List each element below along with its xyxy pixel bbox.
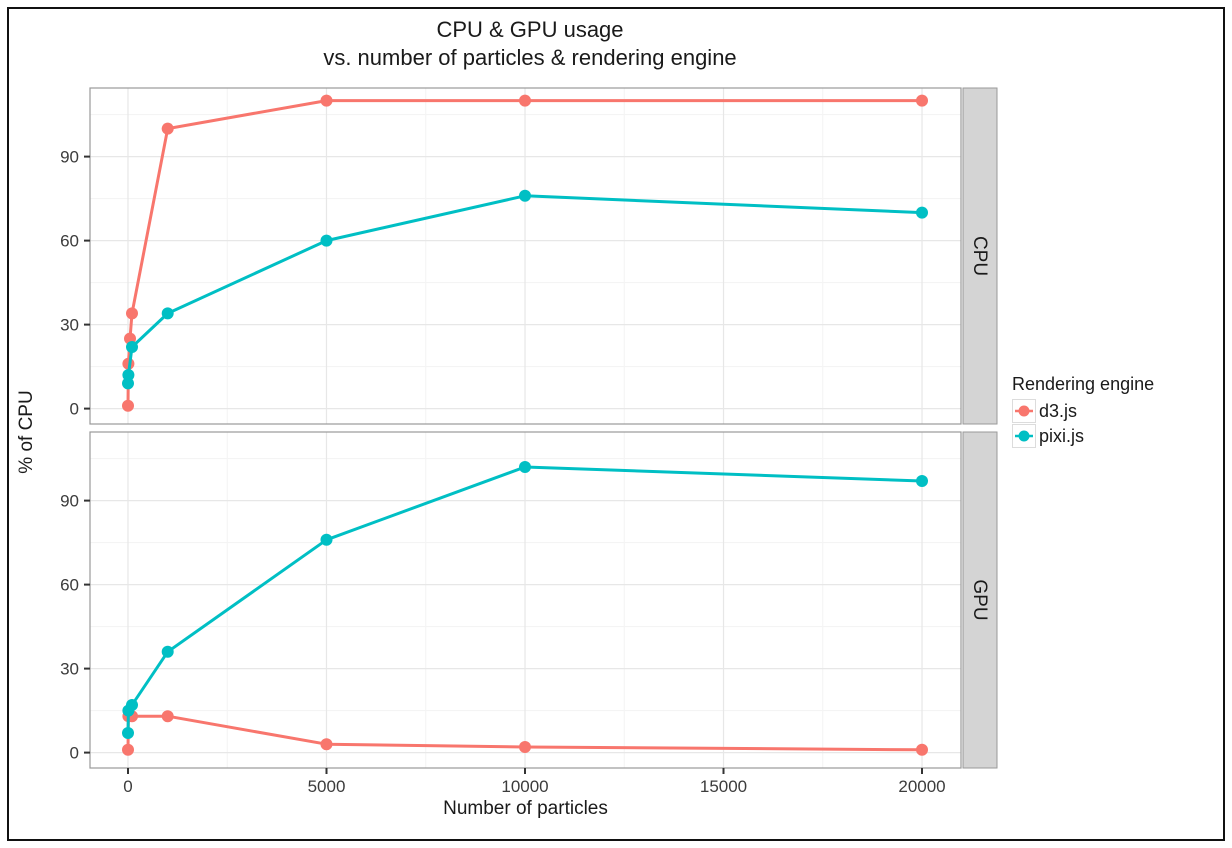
data-point-pixi.js <box>320 533 333 546</box>
legend: Rendering engine d3.js pixi.js <box>1012 374 1154 449</box>
data-point-pixi.js <box>916 475 928 487</box>
chart-title-line2: vs. number of particles & rendering engi… <box>323 45 737 70</box>
data-point-d3.js <box>126 307 138 320</box>
facet-strip-label-CPU: CPU <box>969 236 990 276</box>
facet-strip-GPU <box>962 431 998 769</box>
x-tick-label: 10000 <box>501 777 548 796</box>
data-point-d3.js <box>161 122 174 135</box>
x-tick-label: 0 <box>123 777 132 796</box>
data-point-pixi.js <box>519 461 531 473</box>
y-tick-label: 60 <box>60 232 79 251</box>
facet-GPU: 0 30 60 90 GPU <box>60 431 998 769</box>
data-point-pixi.js <box>161 307 174 320</box>
data-point-d3.js <box>122 399 134 412</box>
data-point-pixi.js <box>161 645 174 658</box>
facet-CPU: 0 30 60 90 CPU <box>60 87 998 425</box>
data-point-d3.js <box>916 94 928 107</box>
legend-key-d3js <box>1012 399 1036 423</box>
data-point-pixi.js <box>122 369 135 381</box>
y-tick-label: 90 <box>60 148 79 167</box>
facet-strip-CPU <box>962 87 998 425</box>
panel-border <box>89 87 962 425</box>
legend-label-pixijs: pixi.js <box>1039 425 1085 446</box>
legend-key-pixijs <box>1012 424 1036 448</box>
y-axis-label: % of CPU <box>16 390 37 474</box>
data-point-pixi.js <box>126 699 138 711</box>
y-tick-label: 60 <box>60 576 79 595</box>
data-point-d3.js <box>161 710 174 723</box>
y-tick-label: 90 <box>60 492 79 511</box>
data-point-d3.js <box>916 743 928 756</box>
y-tick-label: 0 <box>70 744 79 763</box>
data-point-d3.js <box>122 743 134 756</box>
data-point-pixi.js <box>519 189 531 202</box>
data-point-pixi.js <box>916 206 928 219</box>
x-tick-label: 5000 <box>308 777 346 796</box>
y-tick-label: 30 <box>60 660 79 679</box>
data-point-d3.js <box>519 741 531 753</box>
legend-entry-pixijs: pixi.js <box>1012 424 1154 448</box>
data-point-pixi.js <box>122 727 134 739</box>
data-point-pixi.js <box>320 234 333 247</box>
legend-key-glyph-pixijs <box>1015 430 1033 442</box>
x-axis-label: Number of particles <box>443 798 608 819</box>
chart-title-line1: CPU & GPU usage <box>436 17 624 42</box>
legend-label-d3js: d3.js <box>1039 400 1078 421</box>
x-tick-label: 15000 <box>700 777 747 796</box>
x-tick-label: 20000 <box>898 777 945 796</box>
data-point-d3.js <box>519 94 531 107</box>
legend-entry-d3js: d3.js <box>1012 399 1154 423</box>
y-tick-label: 30 <box>60 316 79 335</box>
legend-title: Rendering engine <box>1012 374 1155 394</box>
y-tick-label: 0 <box>70 400 79 419</box>
chart-title: CPU & GPU usage vs. number of particles … <box>90 16 970 72</box>
data-point-pixi.js <box>126 341 138 353</box>
data-point-d3.js <box>320 738 333 751</box>
data-point-d3.js <box>320 94 333 107</box>
facet-strip-label-GPU: GPU <box>969 579 990 620</box>
legend-key-glyph-d3js <box>1015 405 1033 417</box>
